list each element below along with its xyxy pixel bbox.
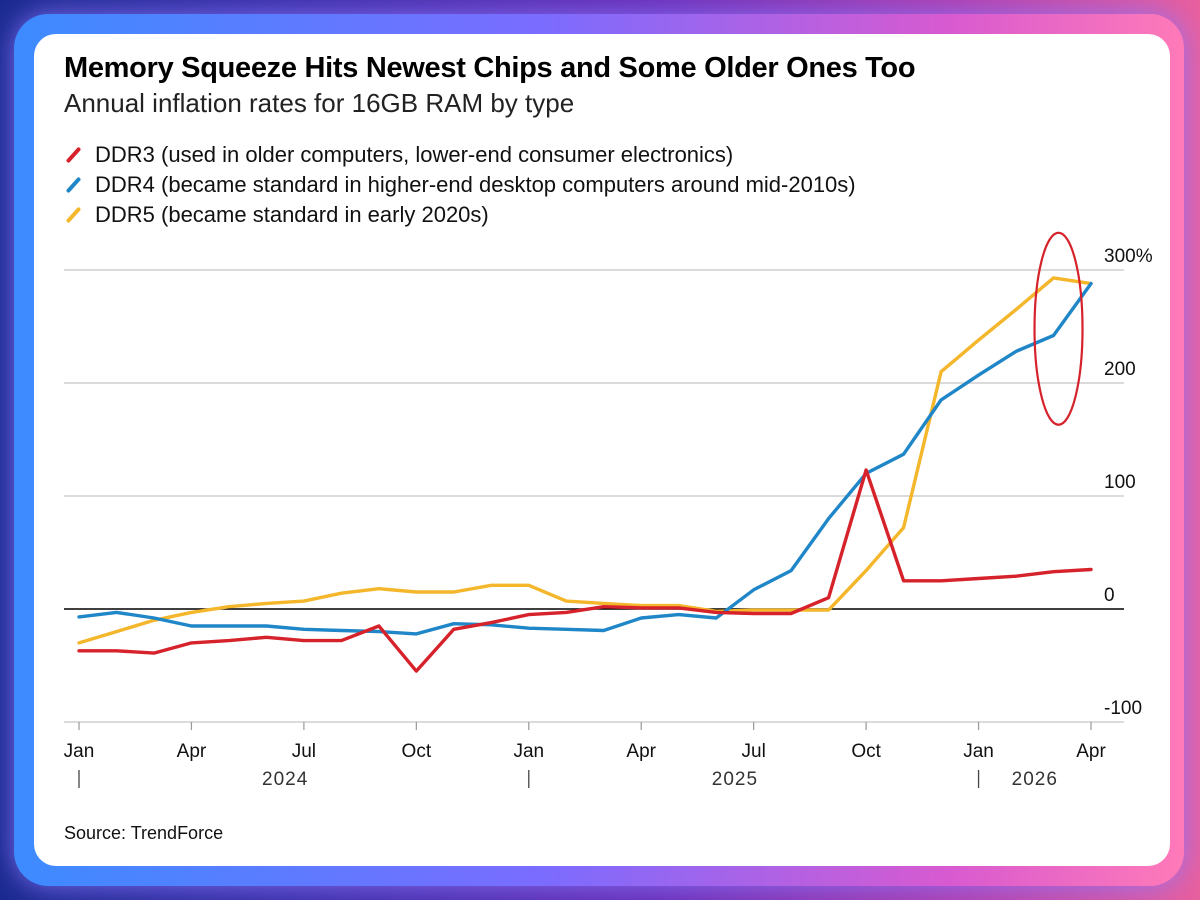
x-tick-label: Jan: [963, 741, 994, 762]
legend: DDR3 (used in older computers, lower-end…: [64, 140, 856, 230]
series-line-ddr4: [77, 281, 1093, 636]
legend-label-ddr5: DDR5 (became standard in early 2020s): [95, 202, 489, 227]
legend-item-ddr3: DDR3 (used in older computers, lower-end…: [64, 140, 856, 170]
year-label: 2025: [712, 769, 758, 790]
legend-item-ddr5: DDR5 (became standard in early 2020s): [64, 200, 856, 230]
chart-card: Memory Squeeze Hits Newest Chips and Som…: [34, 34, 1170, 866]
y-tick-label: 200: [1104, 359, 1136, 380]
x-tick-label: Apr: [177, 741, 207, 762]
x-tick-label: Oct: [402, 741, 432, 762]
chart-title: Memory Squeeze Hits Newest Chips and Som…: [64, 52, 916, 84]
x-tick-label: Apr: [1076, 741, 1106, 762]
y-tick-label: 0: [1104, 585, 1115, 606]
legend-label-ddr3: DDR3 (used in older computers, lower-end…: [95, 142, 734, 167]
series-line-ddr3: [77, 468, 1093, 673]
year-label: 2026: [1012, 769, 1058, 790]
y-tick-label: 100: [1104, 472, 1136, 493]
legend-item-ddr4: DDR4 (became standard in higher-end desk…: [64, 170, 856, 200]
legend-label-ddr4: DDR4 (became standard in higher-end desk…: [95, 172, 856, 197]
source-note: Source: TrendForce: [64, 823, 224, 843]
series-line-ddr5: [77, 276, 1093, 645]
highlight-ellipse: [1033, 231, 1084, 426]
chart-subtitle: Annual inflation rates for 16GB RAM by t…: [64, 88, 575, 118]
x-tick-label: Jul: [292, 741, 316, 762]
x-tick-label: Jan: [64, 741, 95, 762]
x-tick-label: Apr: [626, 741, 656, 762]
y-tick-label: -100: [1104, 698, 1142, 719]
x-tick-label: Jul: [742, 741, 766, 762]
year-label: 2024: [262, 769, 308, 790]
chart-plot: 300% 200 100 0 -100 Jan Apr Jul Oct Jan Apr Jul Oct J…: [64, 231, 1153, 790]
x-tick-label: Oct: [851, 741, 881, 762]
x-tick-label: Jan: [513, 741, 544, 762]
y-tick-label: 300%: [1104, 246, 1153, 267]
